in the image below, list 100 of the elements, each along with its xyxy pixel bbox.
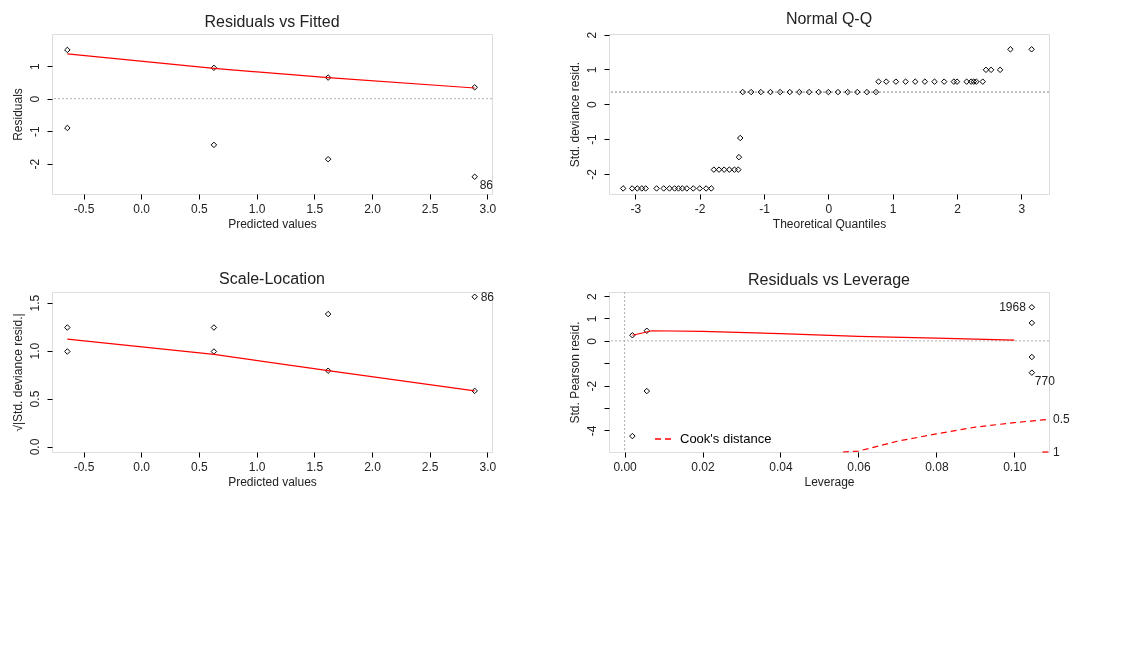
point xyxy=(963,78,970,85)
chart-title: Residuals vs Leverage xyxy=(748,270,911,288)
x-tick-label: 0 xyxy=(825,201,833,216)
annotation: 770 xyxy=(1034,373,1056,388)
point xyxy=(720,166,728,173)
y-tick-label: -1 xyxy=(584,133,599,145)
point xyxy=(628,185,636,192)
y-tick-label: 0 xyxy=(27,95,42,103)
point xyxy=(64,46,71,54)
point xyxy=(805,88,813,96)
point xyxy=(675,185,682,192)
x-tick-label: 0.0 xyxy=(133,459,151,474)
legend-label: Cook's distance xyxy=(680,431,772,446)
y-tick-label: 0 xyxy=(584,337,599,345)
point xyxy=(931,78,938,85)
point xyxy=(731,166,738,173)
point xyxy=(844,88,851,96)
x-tick-label: 1.5 xyxy=(306,459,324,474)
point xyxy=(619,185,627,192)
point xyxy=(679,185,686,192)
x-tick-label: 0.04 xyxy=(769,459,793,474)
point xyxy=(911,78,919,85)
point xyxy=(324,155,332,163)
point xyxy=(875,78,882,85)
point xyxy=(660,185,667,192)
point xyxy=(643,327,651,335)
point xyxy=(683,185,691,192)
x-tick-label: 1 xyxy=(889,201,897,216)
x-tick-label: 2.5 xyxy=(421,201,439,216)
x-tick-label: 2 xyxy=(954,201,962,216)
x-tick-label: -1 xyxy=(759,201,771,216)
y-axis-title: Std. Pearson resid. xyxy=(567,321,582,424)
x-tick-label: 0.0 xyxy=(133,201,151,216)
point xyxy=(950,78,958,85)
point xyxy=(735,166,742,173)
y-tick-label: 2 xyxy=(584,292,599,300)
y-tick-label: 1 xyxy=(27,63,42,71)
point xyxy=(638,185,646,192)
point xyxy=(471,293,478,301)
y-tick-label: 0.0 xyxy=(27,438,42,456)
x-tick-label: 0.5 xyxy=(191,459,209,474)
point xyxy=(629,432,636,440)
chart-title: Residuals vs Fitted xyxy=(204,13,340,30)
point xyxy=(210,64,218,72)
point xyxy=(471,173,478,180)
point xyxy=(666,185,673,192)
point xyxy=(653,185,660,192)
point xyxy=(471,387,478,395)
point xyxy=(324,367,332,374)
point xyxy=(902,78,909,85)
x-tick-label: 0.5 xyxy=(191,201,209,216)
x-tick-label: 0.06 xyxy=(847,459,871,474)
point xyxy=(854,88,861,96)
point xyxy=(64,324,71,331)
x-tick-label: -2 xyxy=(694,201,706,216)
x-tick-label: 0.08 xyxy=(925,459,949,474)
x-tick-label: 3 xyxy=(1018,201,1026,216)
point xyxy=(634,185,641,192)
y-tick-label: -2 xyxy=(584,380,599,392)
y-tick-label: 0 xyxy=(584,101,599,109)
y-tick-label: -1 xyxy=(27,126,42,138)
chart-title: Scale-Location xyxy=(219,269,325,287)
point xyxy=(757,88,765,96)
x-tick-label: 1.0 xyxy=(248,201,266,216)
point xyxy=(702,185,710,192)
point xyxy=(1028,369,1036,376)
y-tick-label: 1 xyxy=(584,66,599,74)
point xyxy=(736,134,744,142)
point xyxy=(921,78,929,85)
point xyxy=(324,310,332,318)
point xyxy=(726,166,733,173)
y-tick-label: -2 xyxy=(27,158,42,170)
point xyxy=(872,88,880,96)
point xyxy=(786,88,793,96)
point xyxy=(64,124,71,132)
y-axis-title: Std. deviance resid. xyxy=(567,61,582,168)
y-tick-label: 1 xyxy=(584,315,599,323)
point xyxy=(210,141,218,149)
x-tick-label: 0.00 xyxy=(613,459,638,474)
x-axis-title: Theoretical Quantiles xyxy=(772,216,887,231)
x-tick-label: -3 xyxy=(630,201,642,216)
point xyxy=(834,88,842,96)
x-tick-label: 2.5 xyxy=(421,459,439,474)
x-tick-label: 2.0 xyxy=(364,201,382,216)
point xyxy=(210,324,218,331)
point xyxy=(690,185,697,192)
annotation: 86 xyxy=(480,289,495,304)
point xyxy=(1028,46,1035,53)
annotation: 86 xyxy=(479,177,494,192)
point xyxy=(710,166,718,173)
x-axis-title: Predicted values xyxy=(228,216,317,231)
point xyxy=(892,78,900,85)
point xyxy=(996,66,1004,74)
x-tick-label: -0.5 xyxy=(73,459,95,474)
point xyxy=(739,88,747,96)
point xyxy=(953,78,961,85)
point xyxy=(747,88,755,96)
x-tick-label: 0.02 xyxy=(691,459,716,474)
point xyxy=(776,88,784,96)
point xyxy=(987,66,995,74)
